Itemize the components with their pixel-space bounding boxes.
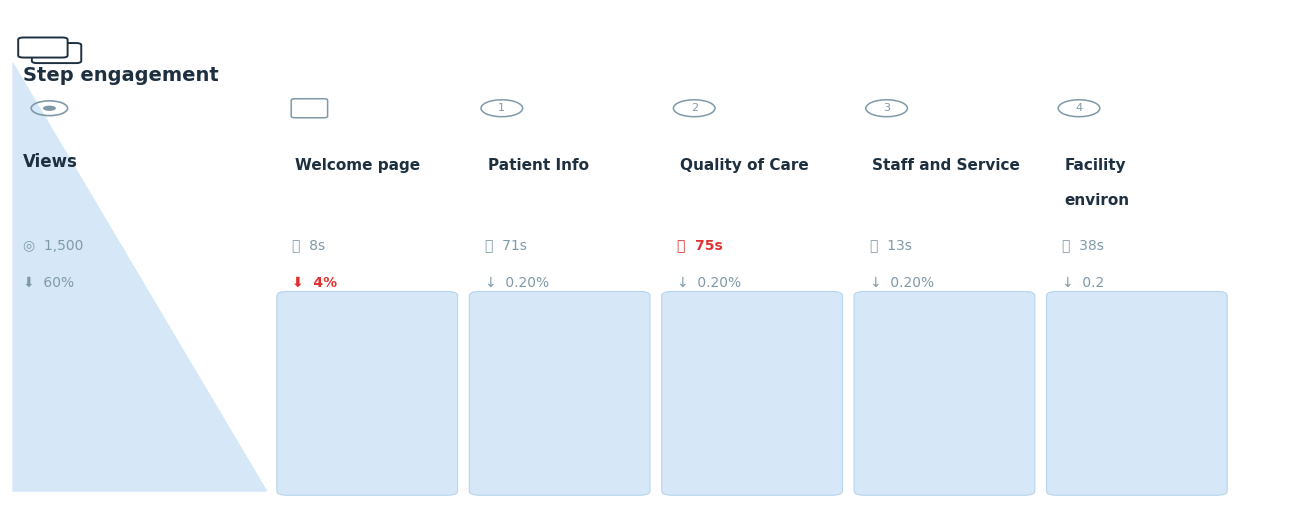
Text: Patient Info: Patient Info — [488, 158, 589, 173]
Text: Quality of Care: Quality of Care — [680, 158, 809, 173]
Text: ◎  1,500: ◎ 1,500 — [23, 239, 83, 252]
FancyBboxPatch shape — [854, 291, 1035, 495]
Text: ⧖  38s: ⧖ 38s — [1062, 239, 1104, 252]
FancyBboxPatch shape — [1046, 291, 1227, 495]
Text: 1: 1 — [498, 103, 506, 113]
Text: ⬇  60%: ⬇ 60% — [23, 276, 74, 289]
Circle shape — [43, 106, 56, 111]
FancyBboxPatch shape — [469, 291, 650, 495]
Polygon shape — [13, 63, 266, 491]
FancyBboxPatch shape — [662, 291, 842, 495]
Text: environ: environ — [1065, 193, 1130, 208]
Text: ↓  0.20%: ↓ 0.20% — [677, 276, 741, 289]
Text: Facility: Facility — [1065, 158, 1126, 173]
Text: 4: 4 — [1075, 103, 1083, 113]
Text: ↓  0.2: ↓ 0.2 — [1062, 276, 1105, 289]
FancyBboxPatch shape — [18, 37, 68, 58]
Text: Views: Views — [23, 153, 78, 171]
Text: ⧖  75s: ⧖ 75s — [677, 239, 723, 252]
Text: Step engagement: Step engagement — [23, 66, 220, 85]
Text: ⧖  71s: ⧖ 71s — [485, 239, 526, 252]
Text: ↓  0.20%: ↓ 0.20% — [870, 276, 933, 289]
Text: ⧖  13s: ⧖ 13s — [870, 239, 911, 252]
Text: Welcome page: Welcome page — [295, 158, 420, 173]
Text: Staff and Service: Staff and Service — [872, 158, 1020, 173]
Text: 2: 2 — [690, 103, 698, 113]
Text: ⬇  4%: ⬇ 4% — [292, 276, 338, 289]
Text: ⧖  8s: ⧖ 8s — [292, 239, 325, 252]
FancyBboxPatch shape — [31, 43, 81, 63]
Text: ↓  0.20%: ↓ 0.20% — [485, 276, 549, 289]
FancyBboxPatch shape — [277, 291, 458, 495]
Text: 3: 3 — [883, 103, 890, 113]
